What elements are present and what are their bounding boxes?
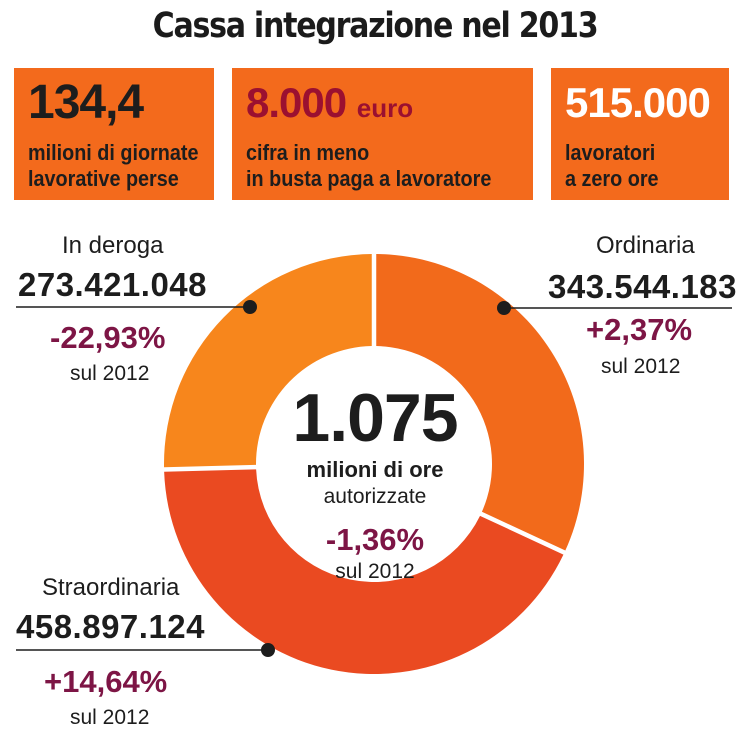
donut-slice-ordinaria [376, 254, 584, 551]
center-change: -1,36% [325, 522, 425, 557]
slice-reference-deroga: sul 2012 [70, 362, 150, 385]
center-unit: milioni di ore [306, 457, 444, 482]
center-total: 1.075 [292, 380, 458, 456]
slice-name-straordinaria: Straordinaria [42, 574, 180, 601]
slice-value-straordinaria: 458.897.124 [16, 608, 206, 645]
slice-value-deroga: 273.421.048 [18, 266, 208, 303]
slice-name-deroga: In deroga [62, 232, 164, 259]
stat-unit: euro [356, 93, 414, 123]
donut-slice-in-deroga [164, 254, 372, 468]
stat-description: milioni di giornate lavorative perse [28, 140, 199, 191]
slice-change-deroga: -22,93% [50, 320, 166, 355]
slice-reference-ordinaria: sul 2012 [601, 355, 681, 378]
stat-box-lavoratori: 515.000 lavoratori a zero ore [551, 68, 729, 200]
leader-dot-straordinaria [261, 643, 275, 657]
stat-value: 515.000 [565, 79, 711, 126]
slice-name-ordinaria: Ordinaria [596, 232, 695, 259]
center-reference: sul 2012 [335, 560, 415, 583]
center-unit-subtitle: autorizzate [323, 485, 427, 508]
stat-description: cifra in meno in busta paga a lavoratore [246, 140, 492, 191]
stat-description: lavoratori a zero ore [565, 140, 659, 191]
leader-dot-deroga [243, 300, 257, 314]
chart-title: Cassa integrazione nel 2013 [152, 6, 599, 46]
slice-reference-straordinaria: sul 2012 [70, 706, 150, 729]
stat-box-busta-paga: 8.000 euro cifra in meno in busta paga a… [232, 68, 533, 200]
slice-change-straordinaria: +14,64% [44, 664, 168, 699]
slice-change-ordinaria: +2,37% [586, 312, 693, 347]
donut-slice-straordinaria [164, 469, 564, 675]
leader-dot-ordinaria [497, 301, 511, 315]
slice-value-ordinaria: 343.544.183 [548, 268, 738, 305]
stat-value: 134,4 [28, 76, 144, 129]
stat-box-giornate: 134,4 milioni di giornate lavorative per… [14, 68, 214, 200]
stat-value: 8.000 euro [246, 79, 414, 126]
